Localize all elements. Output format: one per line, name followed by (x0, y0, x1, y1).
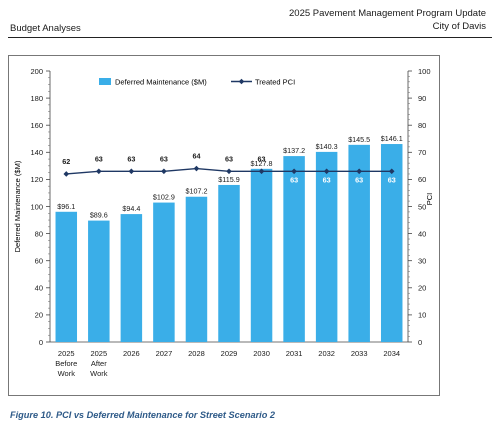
bar-deferred-maintenance (88, 220, 110, 342)
bar-deferred-maintenance (283, 156, 305, 342)
bar-deferred-maintenance (153, 202, 175, 342)
x-axis-tick-label: Before (55, 359, 77, 368)
bar-deferred-maintenance (315, 151, 338, 342)
data-label-deferred-maintenance: $145.5 (348, 135, 370, 144)
data-label-treated-pci: 64 (192, 152, 200, 161)
bar-deferred-maintenance (218, 184, 240, 342)
data-label-deferred-maintenance: $89.6 (90, 211, 108, 220)
x-axis-tick-label: 2034 (383, 349, 400, 358)
legend-label-treated-pci: Treated PCI (255, 78, 295, 87)
x-axis-tick-label: 2031 (286, 349, 303, 358)
organization-name: City of Davis (432, 20, 486, 32)
point-treated-pci (258, 168, 265, 175)
x-axis-tick-label: Work (90, 369, 108, 378)
data-label-treated-pci: 63 (127, 154, 135, 163)
x-axis-tick-label: After (91, 359, 107, 368)
y-axis-tick-label: 160 (30, 121, 43, 130)
x-axis-tick-label: 2025 (90, 349, 107, 358)
x-axis-tick-label: 2033 (351, 349, 368, 358)
y2-axis-tick-label: 50 (418, 202, 426, 211)
data-label-deferred-maintenance: $107.2 (185, 187, 207, 196)
bar-deferred-maintenance (185, 196, 208, 342)
bar-deferred-maintenance (250, 168, 273, 342)
y-axis-tick-label: 120 (30, 175, 43, 184)
document-title: 2025 Pavement Management Program Update (289, 8, 486, 19)
header-rule (8, 37, 492, 38)
data-label-deferred-maintenance: $96.1 (57, 202, 75, 211)
data-label-treated-pci: 62 (62, 157, 70, 166)
data-label-treated-pci: 63 (290, 175, 298, 184)
y2-axis-tick-label: 0 (418, 338, 422, 347)
x-axis-tick-label: Work (58, 369, 76, 378)
bar-deferred-maintenance (55, 211, 78, 342)
data-label-treated-pci: 63 (323, 175, 331, 184)
bar-deferred-maintenance (380, 144, 403, 342)
y-axis-tick-label: 100 (30, 202, 43, 211)
x-axis-tick-label: 2027 (156, 349, 173, 358)
y2-axis-tick-label: 70 (418, 148, 426, 157)
x-axis-tick-label: 2030 (253, 349, 270, 358)
x-axis-tick-label: 2028 (188, 349, 205, 358)
y-axis-tick-label: 200 (30, 67, 43, 76)
data-label-treated-pci: 63 (225, 154, 233, 163)
data-label-treated-pci: 63 (95, 154, 103, 163)
y-axis-tick-label: 80 (35, 229, 43, 238)
bar-deferred-maintenance (348, 144, 370, 342)
data-label-deferred-maintenance: $94.4 (122, 204, 140, 213)
data-label-treated-pci: 63 (388, 175, 396, 184)
point-treated-pci (388, 168, 395, 175)
y-axis-tick-label: 140 (30, 148, 43, 157)
y-axis-tick-label: 60 (35, 257, 43, 266)
data-label-deferred-maintenance: $137.2 (283, 146, 305, 155)
point-treated-pci (323, 168, 330, 175)
document-header: 2025 Pavement Management Program Update … (289, 8, 486, 33)
point-treated-pci (291, 168, 297, 175)
legend-label-deferred-maintenance: Deferred Maintenance ($M) (115, 78, 207, 87)
data-label-treated-pci: 63 (160, 154, 168, 163)
y-axis-tick-label: 40 (35, 284, 43, 293)
x-axis-tick-label: 2032 (318, 349, 335, 358)
chart-frame (8, 55, 440, 396)
point-treated-pci (128, 168, 135, 175)
data-label-deferred-maintenance: $140.3 (316, 142, 338, 151)
y-axis-title: Deferred Maintenance ($M) (13, 160, 22, 252)
point-treated-pci (63, 171, 70, 177)
point-treated-pci (226, 168, 232, 175)
x-axis-tick-label: 2025 (58, 349, 75, 358)
bar-deferred-maintenance (120, 214, 143, 342)
y2-axis-title: PCI (425, 193, 434, 206)
y-axis-tick-label: 0 (39, 338, 43, 347)
figure-caption: Figure 10. PCI vs Deferred Maintenance f… (10, 410, 275, 420)
point-treated-pci (356, 168, 362, 175)
data-label-treated-pci: 63 (355, 175, 363, 184)
y2-axis-tick-label: 30 (418, 257, 426, 266)
data-label-deferred-maintenance: $127.8 (251, 159, 273, 168)
point-treated-pci (96, 168, 102, 175)
y2-axis-tick-label: 80 (418, 121, 426, 130)
y2-axis-tick-label: 100 (418, 67, 431, 76)
data-label-deferred-maintenance: $146.1 (381, 134, 403, 143)
data-label-treated-pci: 63 (258, 154, 266, 163)
y-axis-tick-label: 180 (30, 94, 43, 103)
x-axis-tick-label: 2026 (123, 349, 140, 358)
legend-swatch-deferred-maintenance (99, 78, 111, 85)
data-label-deferred-maintenance: $102.9 (153, 193, 175, 202)
y2-axis-tick-label: 40 (418, 229, 426, 238)
y2-axis-tick-label: 10 (418, 311, 426, 320)
point-treated-pci (161, 168, 167, 175)
document-section-title: Budget Analyses (10, 23, 81, 34)
point-treated-pci (193, 165, 200, 172)
legend-marker-treated-pci (238, 78, 245, 85)
y-axis-tick-label: 20 (35, 311, 43, 320)
x-axis-tick-label: 2029 (221, 349, 238, 358)
y2-axis-tick-label: 20 (418, 284, 426, 293)
y2-axis-tick-label: 60 (418, 175, 426, 184)
data-label-deferred-maintenance: $115.9 (218, 175, 239, 184)
chart-legend: Deferred Maintenance ($M) Treated PCI (99, 78, 295, 87)
y2-axis-tick-label: 90 (418, 94, 426, 103)
